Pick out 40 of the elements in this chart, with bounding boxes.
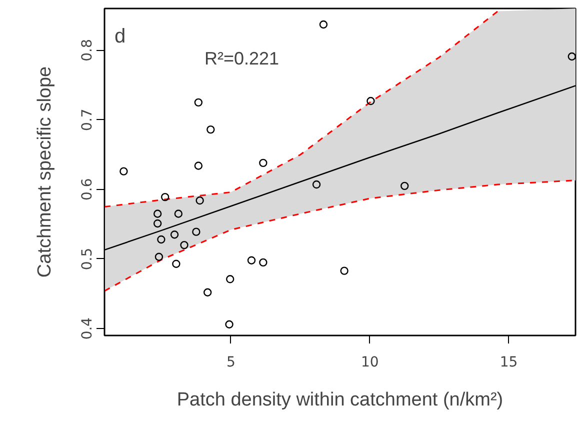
point [120,167,128,176]
point [225,320,234,328]
point [340,266,348,275]
y-tick-label: 0.6 [80,178,96,201]
line-series [104,10,498,208]
point [194,98,203,107]
point [154,252,164,261]
point [157,235,166,244]
point [160,192,170,202]
x-tick-label: 5 [226,354,236,370]
point [366,96,375,106]
y-axis-title: Catchment specific slope [34,66,56,278]
x-tick-label: 15 [500,354,518,370]
point [180,240,188,250]
y-tick-label: 0.8 [80,39,96,62]
point [172,260,180,268]
point [170,230,179,239]
point [206,125,215,134]
x-tick-label: 10 [360,354,379,370]
point [568,52,576,61]
x-axis-title: Patch density within catchment (n/km²) [176,390,504,410]
y-tick-label: 0.7 [80,108,96,131]
point [226,275,234,284]
point [194,162,203,170]
point [192,228,200,236]
point [312,180,321,189]
point [319,20,328,29]
annotation: R²=0.221 [204,48,280,68]
point [247,256,256,264]
point [196,196,204,205]
point [259,258,268,267]
point [153,219,162,228]
point [259,158,268,168]
y-tick-label: 0.4 [80,317,96,340]
point [153,210,162,218]
point [174,210,183,218]
y-tick-label: 0.5 [80,248,96,270]
point [400,182,409,190]
point [203,288,212,296]
annotation: d [114,26,126,48]
